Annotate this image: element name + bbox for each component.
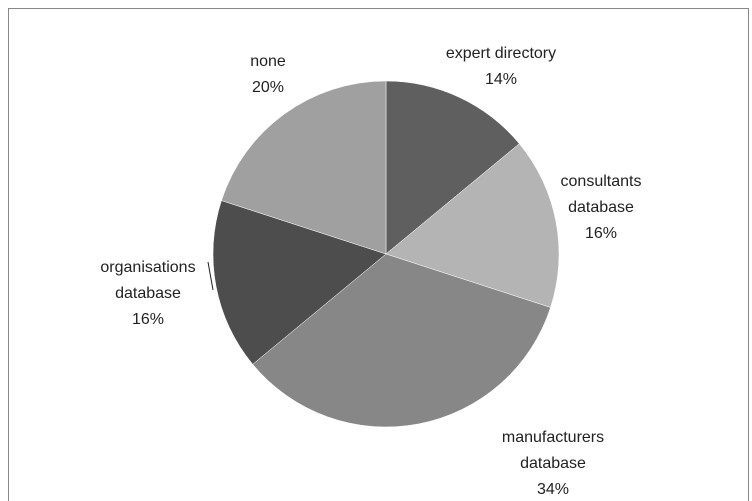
slice-label: none 20%: [228, 49, 308, 101]
category-label: expert directory: [445, 45, 557, 62]
pie-slice: [385, 143, 560, 308]
slice-label: organisations database 16%: [83, 255, 213, 333]
category-label: consultants database: [560, 173, 642, 216]
leader-line: [207, 261, 214, 291]
percent-label: 16%: [584, 225, 618, 242]
category-label: organisations database: [100, 259, 196, 302]
percent-label: 14%: [484, 71, 518, 88]
category-label: none: [250, 53, 286, 70]
category-label: manufacturers database: [501, 429, 605, 472]
pie-slice: [252, 253, 551, 428]
slice-label: expert directory 14%: [416, 41, 586, 93]
pie-slice: [212, 200, 387, 365]
percent-label: 34%: [536, 481, 570, 498]
pie-slice: [221, 80, 387, 255]
slice-label: consultants database 16%: [546, 169, 656, 247]
slice-label: manufacturers database 34%: [488, 425, 618, 501]
pie-slice: [385, 80, 520, 255]
percent-label: 20%: [251, 79, 285, 96]
percent-label: 16%: [131, 311, 165, 328]
